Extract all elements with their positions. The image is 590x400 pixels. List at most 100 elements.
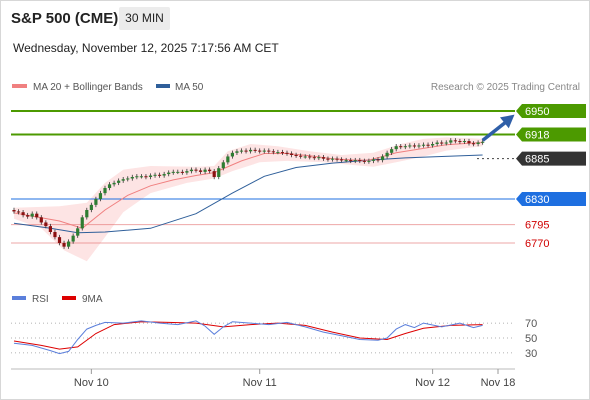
candle-body <box>176 171 180 173</box>
rsi-tick-30: 30 <box>525 348 537 360</box>
candle-body <box>317 157 321 159</box>
candle-body <box>230 152 234 157</box>
level-badge-6830 <box>516 192 586 206</box>
candle-body <box>112 182 116 185</box>
candle-body <box>426 144 430 146</box>
ma20-legend-label: MA 20 + Bollinger Bands <box>33 82 143 93</box>
candle-body <box>21 212 25 216</box>
candle-body <box>48 226 52 232</box>
candle-body <box>30 213 34 217</box>
symbol-title: S&P 500 (CME) <box>11 10 119 27</box>
rsi-legend-swatch <box>12 296 26 300</box>
ma50-legend-label: MA 50 <box>175 82 204 93</box>
time-tick-label: Nov 12 <box>415 377 450 389</box>
candlesticks <box>12 138 485 249</box>
candle-body <box>12 210 16 212</box>
candle-body <box>226 156 230 163</box>
candle-body <box>208 169 212 172</box>
ma9-legend-swatch <box>62 296 76 300</box>
candle-body <box>294 155 298 156</box>
candle-body <box>399 146 403 148</box>
candle-body <box>158 174 162 176</box>
candle-body <box>340 159 344 161</box>
candle-body <box>39 217 43 223</box>
candle-body <box>135 176 139 178</box>
candle-body <box>435 142 439 144</box>
candle-body <box>321 157 325 159</box>
level-badge-6950 <box>516 104 586 118</box>
time-tick-label: Nov 11 <box>243 377 277 389</box>
ma9-legend-label: 9MA <box>82 294 103 305</box>
candle-body <box>335 158 339 160</box>
candle-body <box>148 175 153 177</box>
candle-body <box>403 146 407 148</box>
candle-body <box>212 171 216 177</box>
candle-body <box>267 150 271 152</box>
time-tick-label: Nov 10 <box>74 377 109 389</box>
candle-body <box>417 145 421 147</box>
candle-body <box>121 179 125 181</box>
candle-body <box>94 199 98 205</box>
candle-body <box>471 143 476 145</box>
candle-body <box>185 171 189 173</box>
candle-body <box>189 169 194 172</box>
candle-body <box>408 145 412 147</box>
candle-body <box>57 237 62 243</box>
datetime-label: Wednesday, November 12, 2025 7:17:56 AM … <box>13 41 279 55</box>
candle-body <box>349 160 353 162</box>
candle-body <box>262 150 266 152</box>
candle-body <box>194 169 198 171</box>
level-label-6830: 6830 <box>525 194 549 206</box>
rsi-tick-50: 50 <box>525 333 537 345</box>
candle-body <box>453 140 457 142</box>
candle-body <box>462 141 467 143</box>
candle-body <box>44 222 48 227</box>
candle-body <box>285 152 289 154</box>
candle-body <box>376 159 380 161</box>
rsi-line <box>13 320 483 355</box>
candle-body <box>107 184 112 188</box>
candle-body <box>103 188 107 194</box>
candle-body <box>67 241 71 247</box>
candle-body <box>98 193 103 199</box>
candle-body <box>221 162 225 169</box>
candle-body <box>239 150 244 152</box>
level-badge-6918 <box>516 127 586 142</box>
candle-body <box>235 151 239 153</box>
candle-body <box>289 153 294 155</box>
candle-body <box>203 169 207 172</box>
candle-body <box>476 142 480 144</box>
candle-body <box>367 160 371 162</box>
candle-body <box>271 151 275 153</box>
candle-body <box>249 149 253 152</box>
candle-body <box>117 180 121 183</box>
candle-body <box>139 176 143 178</box>
candle-body <box>89 204 93 210</box>
credit-label: Research © 2025 Trading Central <box>431 82 580 93</box>
level-label-6795: 6795 <box>525 220 549 232</box>
timeframe-button[interactable]: 30 MIN <box>119 7 170 30</box>
candle-body <box>126 178 130 180</box>
candle-body <box>458 141 462 143</box>
candle-body <box>308 156 312 158</box>
forecast-arrow-head <box>499 114 515 129</box>
candle-body <box>358 160 362 162</box>
candle-body <box>244 150 248 152</box>
candle-body <box>431 144 435 146</box>
candle-body <box>76 228 80 236</box>
rsi-legend-label: RSI <box>32 294 49 305</box>
candle-body <box>421 144 426 146</box>
candle-body <box>26 215 30 217</box>
ma50-legend-swatch <box>156 84 170 88</box>
candle-body <box>299 155 303 157</box>
candle-body <box>326 158 330 160</box>
candle-body <box>353 160 357 162</box>
level-badge-6885 <box>516 151 586 166</box>
level-label-6918: 6918 <box>525 129 549 141</box>
candle-body <box>198 170 203 172</box>
candle-body <box>71 235 75 242</box>
candle-body <box>303 156 307 158</box>
ma20-legend-swatch <box>12 84 27 88</box>
candle-body <box>385 152 389 157</box>
